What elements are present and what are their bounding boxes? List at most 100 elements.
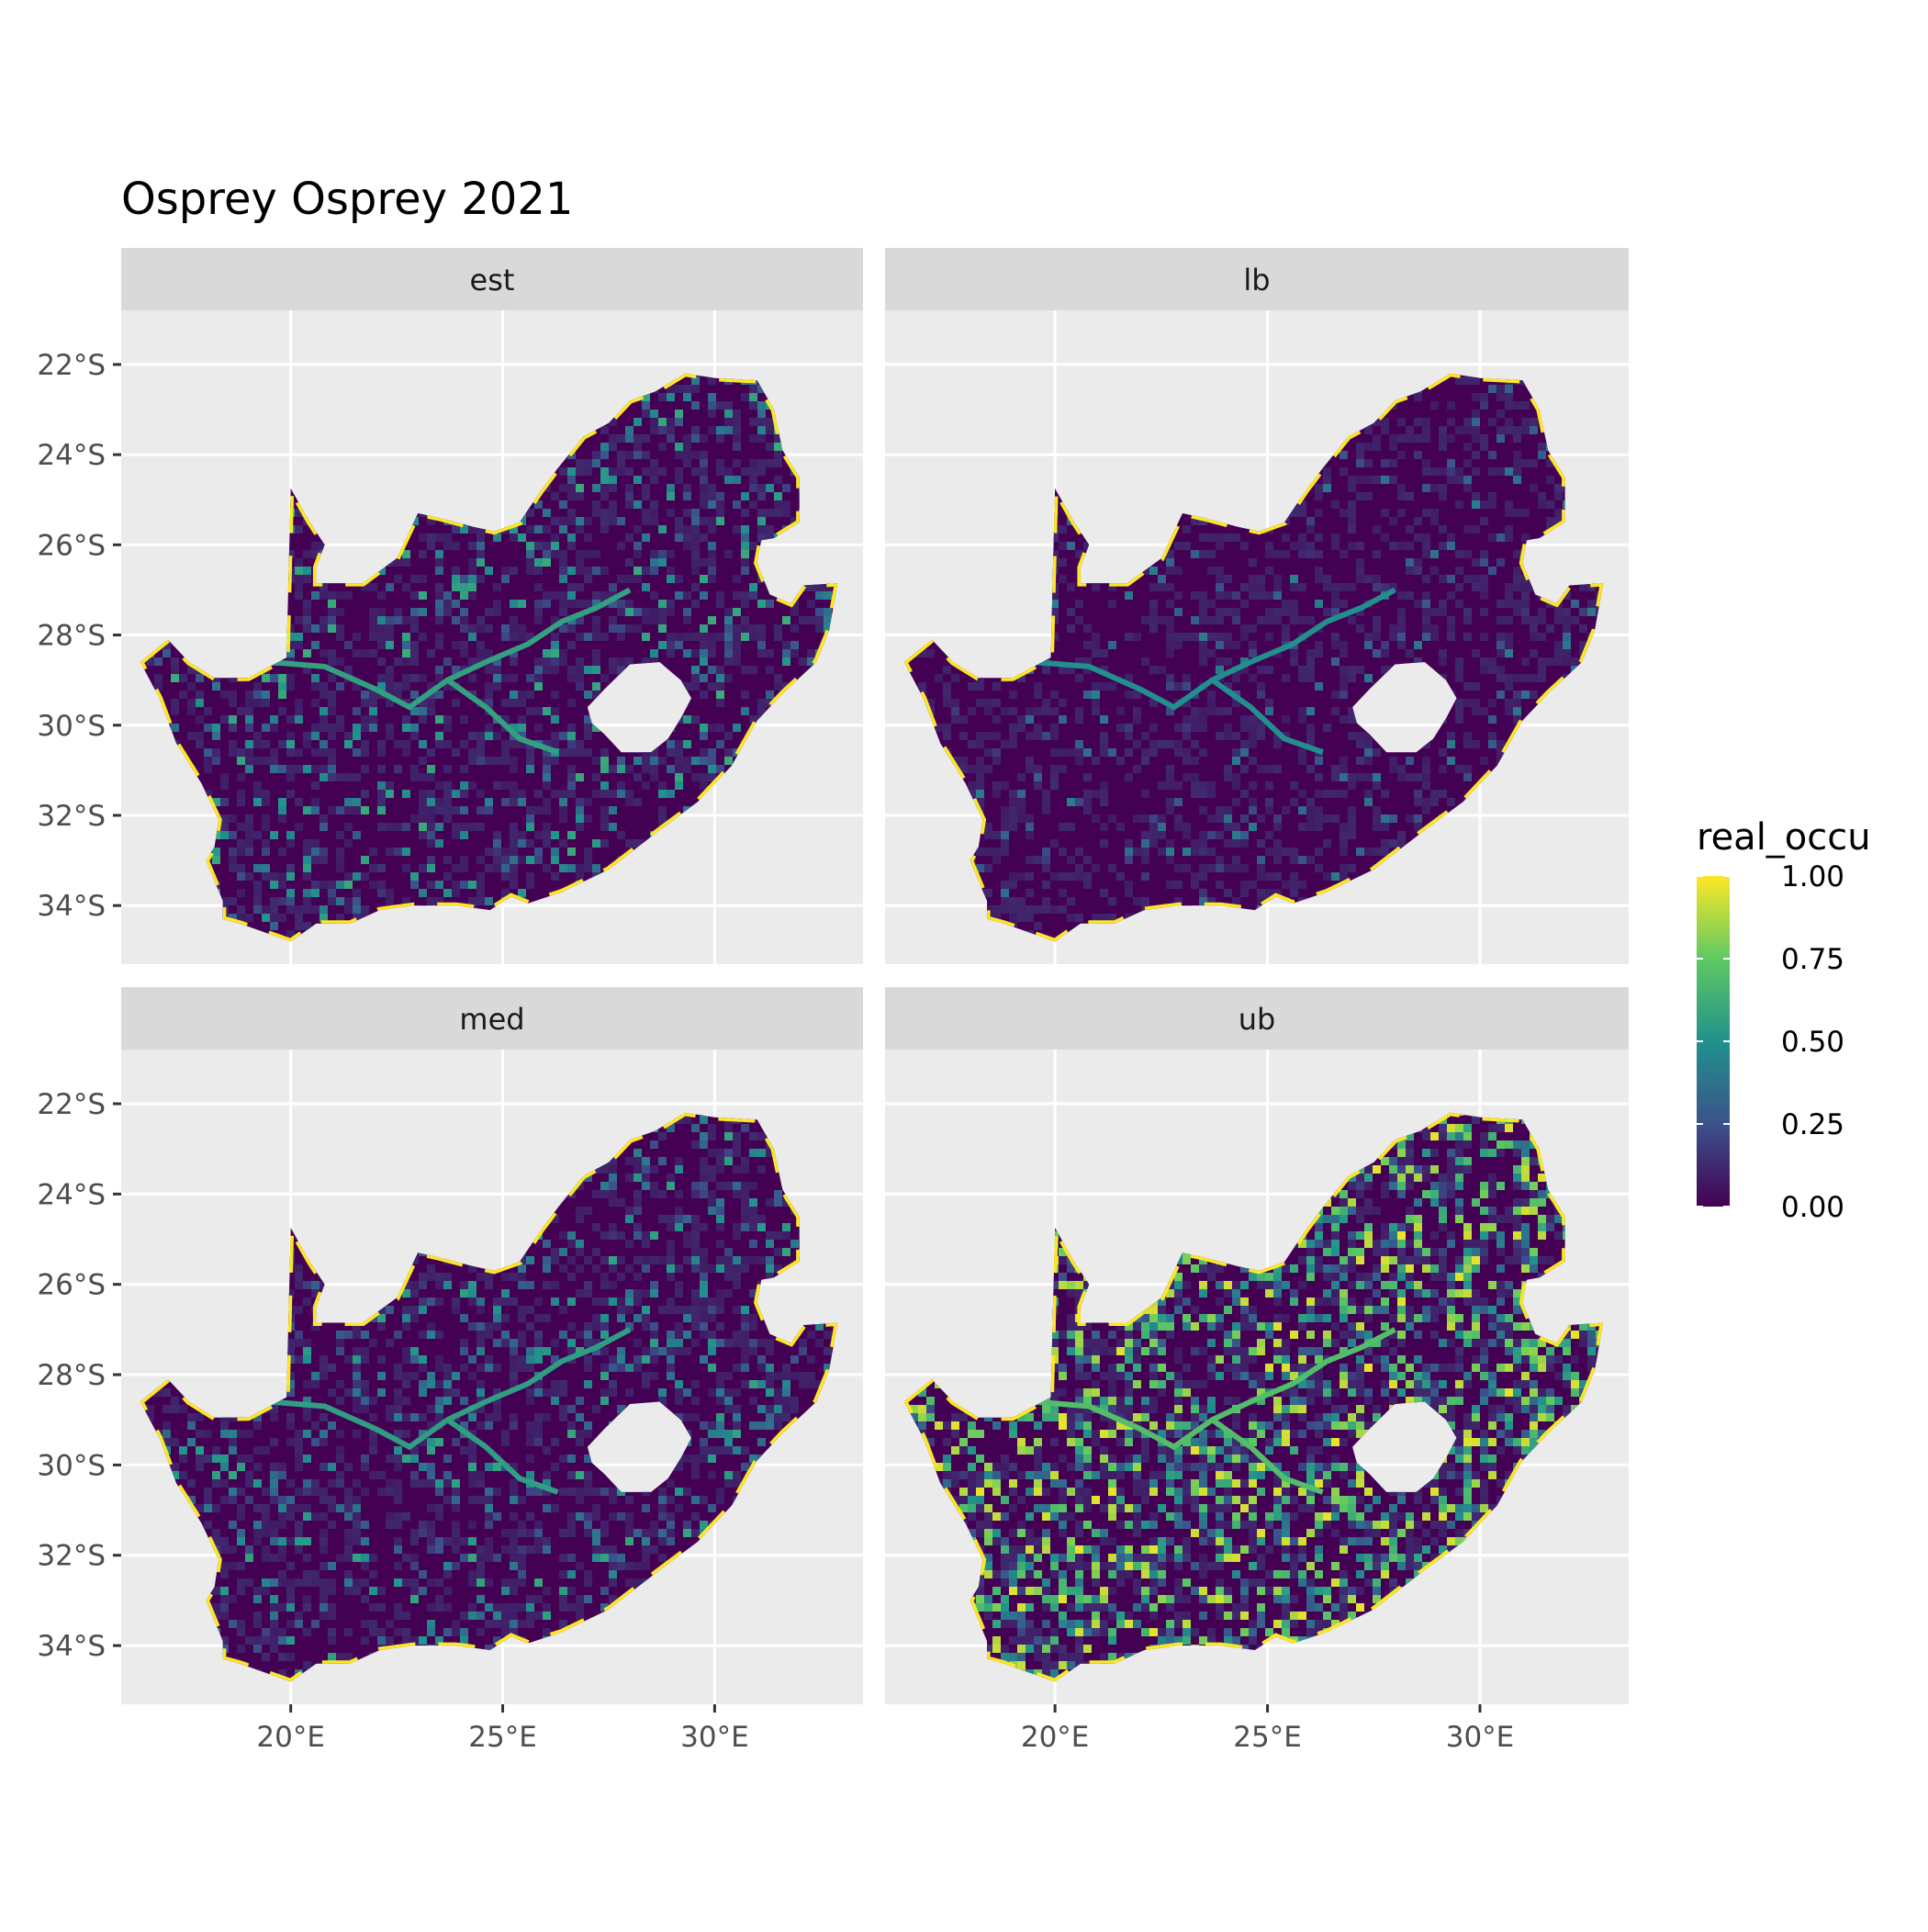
raster-cell: [576, 525, 584, 534]
raster-cell: [592, 682, 600, 691]
raster-cell: [1026, 732, 1034, 740]
raster-cell: [609, 823, 617, 831]
raster-cell: [815, 624, 824, 633]
raster-cell: [625, 798, 633, 806]
raster-cell: [567, 467, 576, 476]
raster-cell: [1034, 724, 1042, 732]
raster-cell: [1414, 517, 1422, 525]
raster-cell: [369, 707, 377, 715]
raster-cell: [584, 534, 592, 542]
raster-cell: [1290, 575, 1298, 583]
raster-cell: [361, 699, 369, 707]
raster-cell: [328, 616, 336, 624]
raster-cell: [253, 905, 262, 914]
raster-cell: [179, 674, 187, 682]
raster-cell: [633, 567, 642, 575]
raster-cell: [691, 542, 700, 550]
raster-cell: [1249, 740, 1257, 748]
raster-cell: [526, 839, 534, 848]
raster-cell: [353, 806, 361, 814]
raster-cell: [253, 864, 262, 872]
raster-cell: [675, 534, 683, 542]
raster-cell: [1439, 484, 1447, 492]
raster-cell: [1290, 616, 1298, 624]
raster-cell: [1249, 583, 1257, 591]
raster-cell: [353, 773, 361, 781]
raster-cell: [724, 550, 733, 558]
raster-cell: [419, 550, 427, 558]
raster-cell: [576, 682, 584, 691]
raster-cell: [1530, 484, 1538, 492]
raster-cell: [1472, 451, 1480, 459]
raster-cell: [328, 674, 336, 682]
raster-cell: [1315, 484, 1323, 492]
raster-cell: [154, 657, 163, 666]
raster-cell: [1496, 434, 1505, 443]
raster-cell: [286, 963, 295, 972]
raster-cell: [567, 600, 576, 608]
raster-cell: [1240, 715, 1249, 724]
raster-cell: [253, 732, 262, 740]
raster-cell: [642, 434, 650, 443]
raster-cell: [1232, 591, 1240, 600]
raster-cell: [700, 624, 708, 633]
raster-cell: [1488, 418, 1496, 426]
raster-cell: [1397, 591, 1406, 600]
raster-cell: [1381, 649, 1389, 657]
raster-cell: [1183, 542, 1191, 550]
raster-cell: [295, 922, 303, 930]
raster-cell: [237, 889, 245, 897]
raster-cell: [435, 823, 443, 831]
raster-cell: [559, 798, 567, 806]
raster-cell: [774, 476, 782, 484]
raster-cell: [1538, 451, 1546, 459]
raster-cell: [642, 633, 650, 641]
raster-cell: [741, 616, 749, 624]
raster-cell: [1530, 616, 1538, 624]
raster-cell: [642, 401, 650, 410]
raster-cell: [700, 724, 708, 732]
raster-cell: [592, 509, 600, 517]
raster-cell: [1183, 682, 1191, 691]
raster-cell: [1472, 434, 1480, 443]
raster-cell: [716, 666, 724, 674]
raster-cell: [212, 682, 220, 691]
raster-cell: [1001, 707, 1009, 715]
raster-cell: [270, 872, 278, 881]
raster-cell: [1108, 600, 1116, 608]
raster-cell: [716, 600, 724, 608]
raster-cell: [1199, 715, 1207, 724]
raster-cell: [336, 682, 344, 691]
raster-cell: [443, 724, 452, 732]
raster-cell: [551, 550, 559, 558]
raster-cell: [667, 550, 675, 558]
raster-cell: [311, 682, 319, 691]
raster-cell: [303, 856, 311, 864]
raster-cell: [642, 410, 650, 418]
raster-cell: [1521, 674, 1530, 682]
raster-cell: [592, 616, 600, 624]
raster-cell: [534, 724, 543, 732]
raster-cell: [1257, 591, 1265, 600]
raster-cell: [584, 856, 592, 864]
raster-cell: [410, 616, 419, 624]
raster-cell: [976, 699, 984, 707]
raster-cell: [675, 773, 683, 781]
raster-cell: [468, 748, 476, 757]
raster-cell: [625, 575, 633, 583]
raster-cell: [1538, 443, 1546, 451]
raster-cell: [658, 443, 667, 451]
raster-cell: [204, 757, 212, 765]
raster-cell: [245, 814, 253, 823]
raster-cell: [295, 765, 303, 773]
raster-cell: [1463, 459, 1472, 467]
raster-cell: [253, 897, 262, 905]
raster-cell: [567, 864, 576, 872]
raster-cell: [1513, 699, 1521, 707]
raster-cell: [1216, 657, 1224, 666]
raster-cell: [1364, 641, 1373, 649]
raster-cell: [1216, 575, 1224, 583]
raster-cell: [1505, 426, 1513, 434]
raster-cell: [270, 963, 278, 972]
raster-cell: [336, 608, 344, 616]
